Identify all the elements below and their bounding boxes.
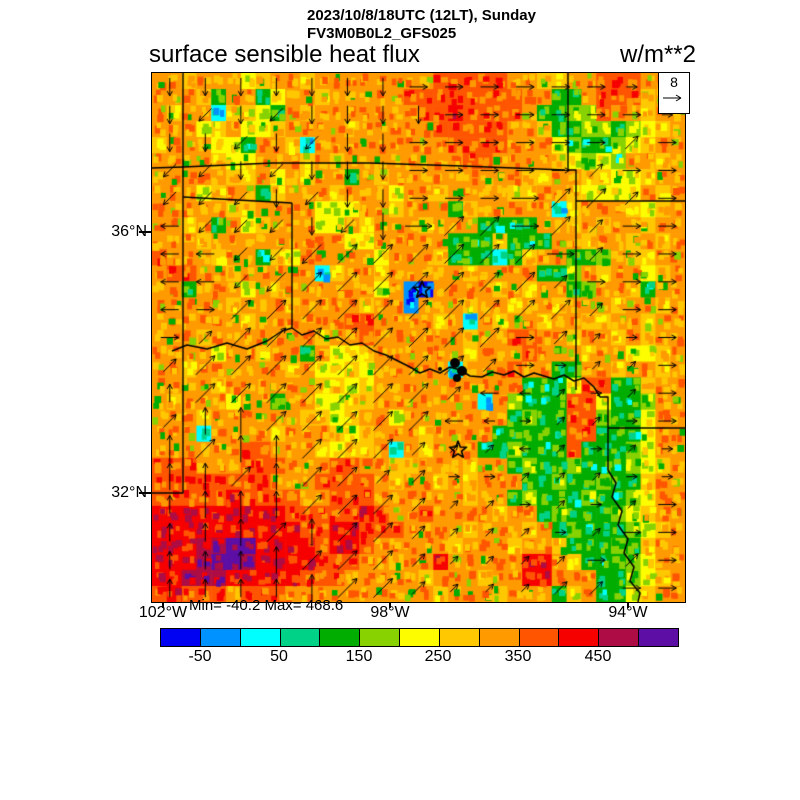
variable-title: surface sensible heat flux (149, 41, 420, 68)
map-frame (151, 72, 686, 603)
lon-label-98w: 98°W (370, 604, 410, 621)
colorbar-segment (319, 629, 360, 646)
heat-flux-map-canvas (152, 73, 685, 602)
lon-tick-102w (162, 602, 164, 608)
colorbar-segment (399, 629, 439, 646)
colorbar-label: -50 (188, 648, 212, 665)
wind-reference-value: 8 (670, 74, 678, 90)
colorbar-segment (598, 629, 639, 646)
lon-tick-98w (389, 602, 391, 608)
units-label: w/m**2 (619, 41, 696, 68)
wind-reference-box: 8 (658, 72, 690, 114)
colorbar-segment (199, 629, 240, 646)
colorbar-label: 450 (584, 648, 612, 665)
colorbar-label: 350 (504, 648, 532, 665)
colorbar-segment (359, 629, 400, 646)
colorbar-segment (438, 629, 479, 646)
colorbar (160, 628, 679, 647)
lat-tick-32n (139, 492, 151, 494)
colorbar-segment (478, 629, 519, 646)
lon-tick-94w (627, 602, 629, 608)
colorbar-segment (161, 629, 200, 646)
colorbar-label: 250 (424, 648, 452, 665)
colorbar-segment (518, 629, 559, 646)
colorbar-segment (638, 629, 678, 646)
title-model: FV3M0B0L2_GFS025 (307, 25, 457, 42)
minmax-label: Min= -40.2 Max= 468.6 (189, 597, 344, 614)
title-datetime: 2023/10/8/18UTC (12LT), Sunday (307, 7, 536, 24)
lat-label-32n: 32°N (111, 484, 147, 501)
colorbar-segment (279, 629, 320, 646)
colorbar-label: 150 (345, 648, 373, 665)
lon-label-102w: 102°W (138, 604, 188, 621)
lat-tick-36n (139, 231, 151, 233)
colorbar-segment (558, 629, 599, 646)
lon-label-94w: 94°W (608, 604, 648, 621)
wind-reference-arrow-icon (663, 94, 682, 102)
colorbar-segment (239, 629, 280, 646)
colorbar-label: 50 (270, 648, 288, 665)
lat-label-36n: 36°N (111, 223, 147, 240)
